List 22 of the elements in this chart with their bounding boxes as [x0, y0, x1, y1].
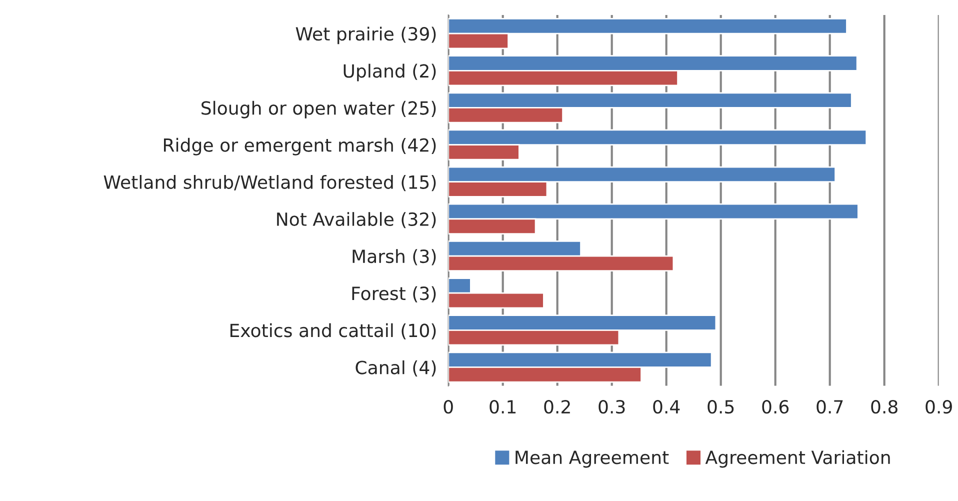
x-tick-label: 0.7 [816, 400, 843, 414]
x-tick-label: 0.3 [598, 400, 625, 414]
x-tick-label: 0.4 [653, 400, 680, 414]
y-tick-label: Canal (4) [356, 360, 436, 376]
y-tick-label: Wetland shrub/Wetland forested (15) [104, 175, 436, 192]
x-tick-label: 0.1 [490, 400, 516, 414]
y-tick-label: Slough or open water (25) [202, 100, 436, 118]
y-tick-label: Ridge or emergent marsh (42) [164, 138, 436, 156]
x-tick-label: 0.2 [544, 400, 570, 414]
y-tick-label: Forest (3) [352, 286, 436, 302]
y-tick-label: Upland (2) [344, 64, 436, 82]
legend-label: Mean Agreement [516, 450, 669, 468]
x-tick-label: 0.5 [708, 400, 734, 414]
x-tick-label: 0.6 [762, 400, 789, 414]
y-tick-label: Not Available (32) [277, 212, 436, 228]
x-tick-label: 0.9 [926, 400, 952, 414]
y-tick-label: Wet prairie (39) [296, 26, 436, 44]
x-tick-label: 0.8 [871, 400, 898, 414]
y-tick-label: Exotics and cattail (10) [230, 323, 436, 340]
x-tick-label: 0 [444, 400, 453, 414]
y-tick-label: Marsh (3) [352, 249, 436, 266]
legend-label: Agreement Variation [705, 450, 890, 468]
